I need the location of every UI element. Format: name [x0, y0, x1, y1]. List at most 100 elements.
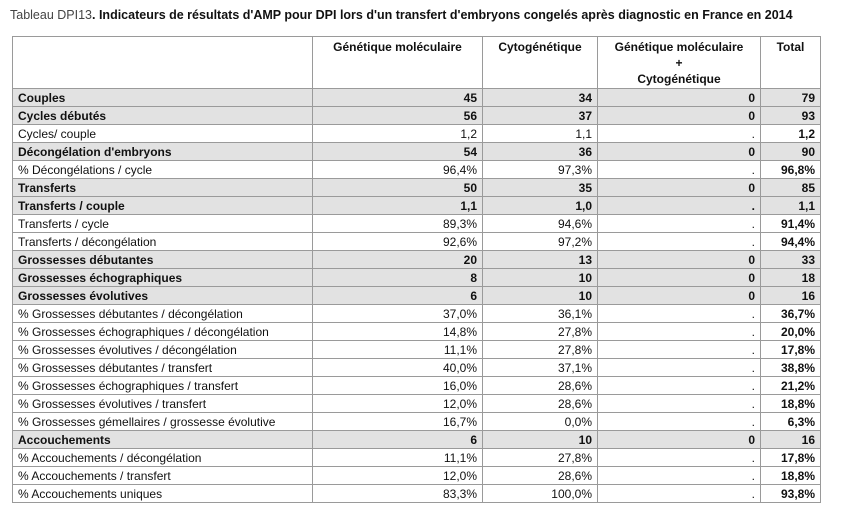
cell: 16	[760, 430, 821, 449]
table-row: % Décongélations / cycle 96,4% 97,3%. 96,8%	[12, 160, 821, 179]
cell: 83,3%	[312, 484, 483, 503]
cell: 100,0%	[482, 484, 598, 503]
cell: 50	[312, 178, 483, 197]
row-label: Accouchements	[12, 430, 313, 449]
row-label: Cycles/ couple	[12, 124, 313, 143]
row-label: % Décongélations / cycle	[12, 160, 313, 179]
cell: .	[597, 304, 761, 323]
row-label: % Grossesses débutantes / transfert	[12, 358, 313, 377]
cell: 90	[760, 142, 821, 161]
cell: 92,6%	[312, 232, 483, 251]
cell: 16,7%	[312, 412, 483, 431]
table-row: Accouchements 6 10 0 16	[12, 430, 821, 449]
cell: 89,3%	[312, 214, 483, 233]
cell: 1,1	[760, 196, 821, 215]
cell: .	[597, 322, 761, 341]
cell: 18,8%	[760, 394, 821, 413]
title-label: Tableau DPI13	[10, 8, 93, 22]
cell: 12,0%	[312, 466, 483, 485]
table-row: Cycles débutés 56 37 0 93	[12, 106, 821, 125]
cell: 0	[597, 430, 761, 449]
cell: .	[597, 214, 761, 233]
cell: 27,8%	[482, 322, 598, 341]
table-row: % Accouchements / décongélation 11,1% 27,8…	[12, 448, 821, 467]
cell: 10	[482, 286, 598, 305]
cell: 17,8%	[760, 448, 821, 467]
table-row: Cycles/ couple 1,2 1,1. 1,2	[12, 124, 821, 143]
table-row: Transferts / décongélation 92,6% 97,2%. 94,…	[12, 232, 821, 251]
table-row: % Grossesses évolutives / décongélation 1…	[12, 340, 821, 359]
cell: .	[597, 160, 761, 179]
cell: 0	[597, 142, 761, 161]
cell: 1,1	[482, 124, 598, 143]
table-row: Transferts / cycle 89,3% 94,6%. 91,4%	[12, 214, 821, 233]
column-header-line: Génétique moléculaire	[333, 40, 462, 54]
row-label: % Grossesses évolutives / transfert	[12, 394, 313, 413]
column-header: Cytogénétique	[482, 36, 598, 89]
table-row: Décongélation d'embryons 54 36 0 90	[12, 142, 821, 161]
column-header	[12, 36, 313, 89]
table-body: Couples 45 34 0 79 Cycles débutés 56 37 0 93 Cycle…	[12, 88, 821, 503]
row-label: % Grossesses débutantes / décongélation	[12, 304, 313, 323]
cell: 14,8%	[312, 322, 483, 341]
cell: 0	[597, 286, 761, 305]
cell: 10	[482, 268, 598, 287]
title-text: . Indicateurs de résultats d'AMP pour DP…	[92, 8, 793, 22]
cell: 20,0%	[760, 322, 821, 341]
table-row: Grossesses débutantes 20 13 0 33	[12, 250, 821, 269]
cell: 1,0	[482, 196, 598, 215]
cell: 12,0%	[312, 394, 483, 413]
cell: 36	[482, 142, 598, 161]
cell: 35	[482, 178, 598, 197]
cell: 54	[312, 142, 483, 161]
cell: 34	[482, 88, 598, 107]
cell: 21,2%	[760, 376, 821, 395]
cell: 27,8%	[482, 340, 598, 359]
cell: 37,0%	[312, 304, 483, 323]
column-header: Génétique moléculaire	[312, 36, 483, 89]
cell: .	[597, 412, 761, 431]
cell: 1,1	[312, 196, 483, 215]
cell: .	[597, 340, 761, 359]
cell: .	[597, 196, 761, 215]
row-label: Décongélation d'embryons	[12, 142, 313, 161]
column-header-line: +	[675, 56, 683, 70]
table-row: % Grossesses échographiques / décongélat…	[12, 322, 821, 341]
table-row: Grossesses échographiques 8 10 0 18	[12, 268, 821, 287]
cell: .	[597, 466, 761, 485]
table-row: % Grossesses débutantes / décongélation 3…	[12, 304, 821, 323]
column-header: Génétique moléculaire + Cytogénétique	[597, 36, 761, 89]
row-label: % Accouchements / transfert	[12, 466, 313, 485]
column-header: Total	[760, 36, 821, 89]
table-row: % Grossesses échographiques / transfert 1…	[12, 376, 821, 395]
table-row: Grossesses évolutives 6 10 0 16	[12, 286, 821, 305]
cell: 11,1%	[312, 448, 483, 467]
table-row: % Accouchements uniques 83,3% 100,0%. 93,8%	[12, 484, 821, 503]
table-row: Transferts 50 35 0 85	[12, 178, 821, 197]
cell: 97,3%	[482, 160, 598, 179]
cell: 40,0%	[312, 358, 483, 377]
cell: 0	[597, 106, 761, 125]
row-label: Grossesses débutantes	[12, 250, 313, 269]
cell: .	[597, 232, 761, 251]
cell: 18	[760, 268, 821, 287]
cell: 96,4%	[312, 160, 483, 179]
cell: 36,7%	[760, 304, 821, 323]
row-label: % Grossesses gémellaires / grossesse évo…	[12, 412, 313, 431]
row-label: Transferts / cycle	[12, 214, 313, 233]
cell: 91,4%	[760, 214, 821, 233]
table-row: % Grossesses débutantes / transfert 40,0%…	[12, 358, 821, 377]
cell: 6	[312, 286, 483, 305]
title: Tableau DPI13. Indicateurs de résultats …	[10, 8, 793, 22]
cell: 94,4%	[760, 232, 821, 251]
cell: 6,3%	[760, 412, 821, 431]
cell: .	[597, 484, 761, 503]
row-label: Grossesses évolutives	[12, 286, 313, 305]
table-row: % Accouchements / transfert 12,0% 28,6%. 18…	[12, 466, 821, 485]
column-header-line: Cytogénétique	[637, 72, 721, 86]
cell: 93,8%	[760, 484, 821, 503]
cell: 79	[760, 88, 821, 107]
cell: 93	[760, 106, 821, 125]
cell: 38,8%	[760, 358, 821, 377]
